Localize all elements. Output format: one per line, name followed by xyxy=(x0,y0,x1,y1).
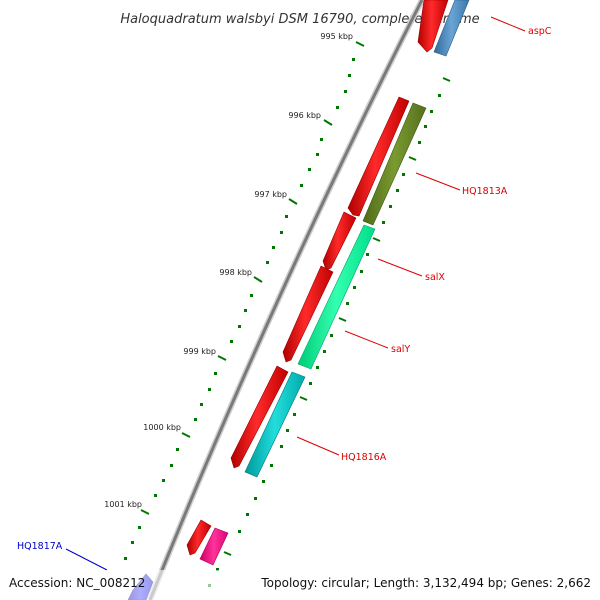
accession-text: Accession: NC_008212 xyxy=(9,576,145,590)
map-title: Haloquadratum walsbyi DSM 16790, complet… xyxy=(120,12,479,27)
label-leader-HQ1816A xyxy=(296,436,340,456)
outer-minor-ticks xyxy=(208,94,441,587)
major-tick xyxy=(355,41,365,47)
major-tick xyxy=(181,432,191,438)
gene-label-HQ1813A: HQ1813A xyxy=(462,186,508,197)
tick-label: 995 kbp xyxy=(320,32,353,41)
gene-label-salY: salY xyxy=(391,344,410,355)
tick-label: 998 kbp xyxy=(219,268,252,277)
major-tick xyxy=(288,198,298,205)
major-tick xyxy=(140,509,150,515)
outer-ticks xyxy=(223,77,451,556)
cds-feature xyxy=(417,0,449,53)
gene-label-aspC: aspC xyxy=(528,26,552,37)
footer-backdrop xyxy=(0,570,600,600)
cyan-feature xyxy=(244,371,306,478)
tick-marks xyxy=(140,41,365,515)
gene-label-salX: salX xyxy=(425,272,445,283)
gene-label-HQ1817A: HQ1817A xyxy=(17,541,63,552)
minor-ticks xyxy=(124,58,355,560)
spring-green-feature xyxy=(297,224,376,370)
major-tick xyxy=(253,276,263,283)
cds-feature xyxy=(230,365,289,469)
genome-backbone-line xyxy=(148,0,424,600)
tick-label: 996 kbp xyxy=(288,111,321,120)
cds-feature xyxy=(186,519,212,556)
steelblue-feature xyxy=(433,0,470,57)
tick-label: 1000 kbp xyxy=(143,423,181,432)
olive-feature xyxy=(362,102,427,226)
label-leader-salY xyxy=(344,330,389,349)
genome-backbone xyxy=(147,0,425,600)
cds-feature xyxy=(282,265,334,363)
genome-info-text: Topology: circular; Length: 3,132,494 bp… xyxy=(260,576,591,590)
label-leader-HQ1817A xyxy=(65,548,108,571)
pink-feature xyxy=(199,527,229,566)
label-leader-salX xyxy=(377,258,423,277)
cds-features xyxy=(186,0,449,556)
gene-label-HQ1816A: HQ1816A xyxy=(341,452,387,463)
tick-label: 999 kbp xyxy=(183,347,216,356)
cds-feature xyxy=(347,96,410,217)
cds-feature xyxy=(322,211,357,271)
tick-label: 997 kbp xyxy=(254,190,287,199)
label-leader-HQ1813A xyxy=(415,172,461,191)
tick-label: 1001 kbp xyxy=(104,500,142,509)
major-tick xyxy=(323,119,333,126)
label-leader-aspC xyxy=(490,16,526,32)
major-tick xyxy=(217,355,227,361)
